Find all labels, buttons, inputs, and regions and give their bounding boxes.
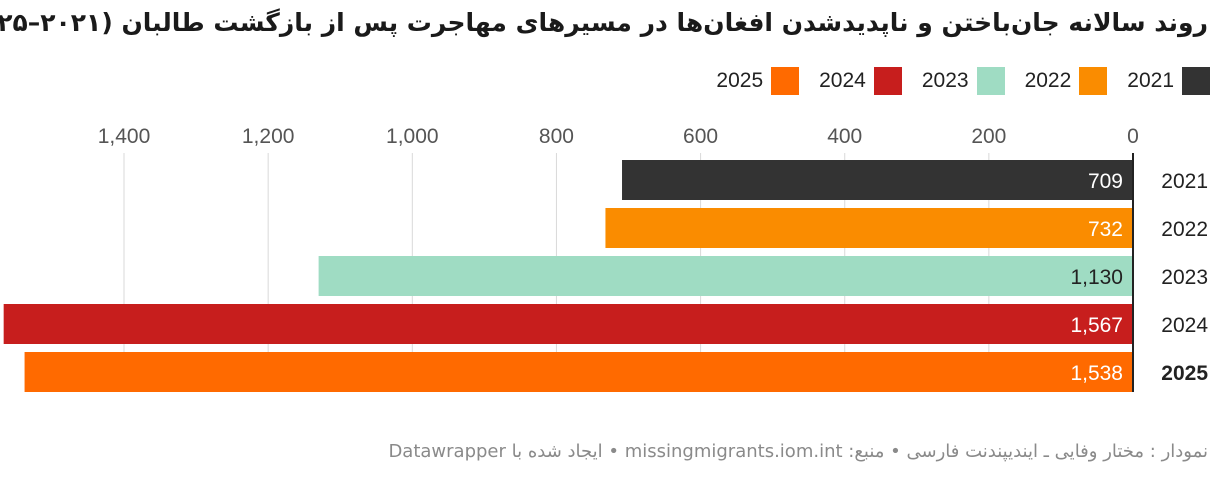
legend-item-2021: 2021 bbox=[1127, 67, 1210, 95]
legend-swatch bbox=[976, 67, 1005, 95]
bar-value-label: 1,130 bbox=[1070, 266, 1123, 289]
x-tick-label: 800 bbox=[539, 125, 574, 148]
bar-value-label: 709 bbox=[1088, 170, 1123, 193]
legend-label: 2024 bbox=[819, 69, 866, 92]
x-tick-label: 1,000 bbox=[386, 125, 439, 148]
legend-label: 2022 bbox=[1024, 69, 1072, 92]
legend-label: 2021 bbox=[1127, 69, 1174, 92]
x-tick-label: 1,200 bbox=[242, 125, 295, 148]
bar-2022 bbox=[605, 208, 1133, 248]
bar-2024 bbox=[3, 304, 1134, 344]
x-tick-label: 400 bbox=[827, 125, 862, 148]
legend-label: 2025 bbox=[716, 69, 764, 92]
category-label: 2022 bbox=[1161, 218, 1208, 241]
legend-swatch bbox=[873, 67, 902, 95]
bar-value-label: 732 bbox=[1088, 218, 1123, 241]
category-label: 2025 bbox=[1161, 362, 1208, 385]
category-label: 2023 bbox=[1161, 266, 1208, 289]
bar-2021 bbox=[622, 160, 1133, 200]
category-label: 2024 bbox=[1161, 314, 1208, 337]
x-tick-label: 1,400 bbox=[98, 125, 151, 148]
legend-item-2025: 2025 bbox=[716, 67, 800, 95]
bar-2025 bbox=[24, 352, 1134, 392]
legend-swatch bbox=[1079, 67, 1108, 95]
legend-item-2023: 2023 bbox=[922, 67, 1005, 95]
category-label: 2021 bbox=[1161, 170, 1208, 193]
bar-2023 bbox=[318, 256, 1133, 296]
chart-footer: نمودار : مختار وفایی ـ ایندیپندنت فارسی … bbox=[388, 441, 1208, 462]
legend-swatch bbox=[771, 67, 800, 95]
chart-legend: 2025 2024 2023 2022 2021 bbox=[716, 66, 1210, 96]
legend-item-2024: 2024 bbox=[819, 67, 902, 95]
x-tick-label: 0 bbox=[1127, 125, 1139, 148]
bar-value-label: 1,538 bbox=[1070, 362, 1123, 385]
bar-chart: 0 200 400 600 800 1,000 1,200 1,400 709 2021 732 20… bbox=[3, 125, 1208, 392]
bar-value-label: 1,567 bbox=[1070, 314, 1123, 337]
legend-label: 2023 bbox=[921, 69, 969, 92]
x-tick-label: 600 bbox=[683, 125, 718, 148]
legend-item-2022: 2022 bbox=[1025, 67, 1108, 95]
chart-title: روند سالانه جان‌باختن و ناپدیدشدن افغان‌… bbox=[0, 8, 1208, 37]
x-tick-label: 200 bbox=[971, 125, 1006, 148]
legend-swatch bbox=[1182, 67, 1210, 95]
